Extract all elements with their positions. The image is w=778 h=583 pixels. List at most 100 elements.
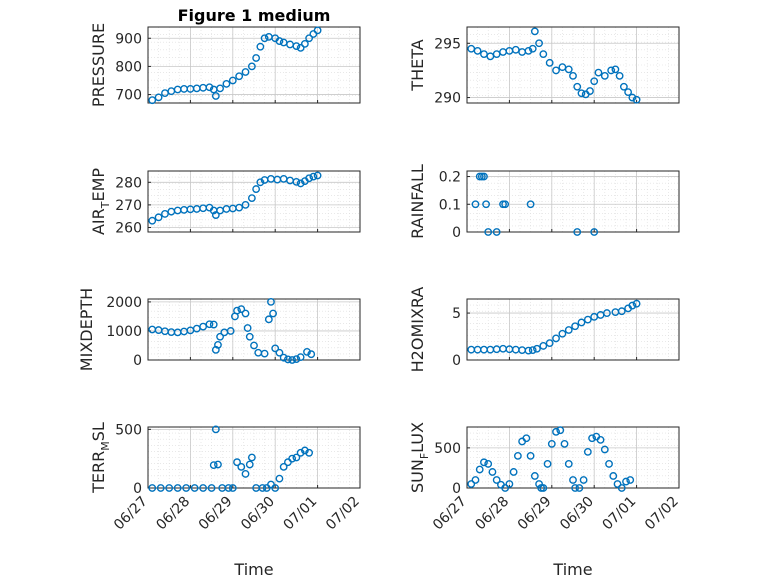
data-point — [590, 228, 599, 236]
data-point — [492, 476, 501, 484]
data-point — [267, 298, 275, 306]
data-point — [473, 46, 482, 55]
data-point — [305, 174, 314, 183]
data-point — [284, 355, 292, 364]
data-point — [511, 345, 520, 354]
data-point — [547, 439, 556, 448]
data-point — [241, 68, 250, 76]
data-point — [205, 83, 214, 92]
data-point — [480, 172, 488, 181]
data-point — [296, 179, 305, 188]
data-point — [182, 484, 191, 492]
data-point — [313, 171, 322, 180]
y-tick-label: 500 — [434, 441, 461, 457]
data-point — [575, 484, 584, 492]
data-point — [271, 344, 280, 353]
data-point — [467, 345, 476, 354]
data-point — [148, 216, 157, 225]
data-point — [471, 476, 480, 484]
data-point — [467, 44, 476, 53]
data-point — [241, 200, 250, 209]
data-point — [279, 353, 288, 362]
data-point — [292, 355, 301, 364]
data-point — [296, 43, 305, 52]
subplot-rainfall: 0 0.1 0.2 RAINFALL — [408, 164, 680, 241]
axes-box — [466, 170, 680, 233]
data-point — [156, 484, 165, 492]
data-point — [279, 175, 288, 183]
y-tick-label: 500 — [115, 422, 142, 438]
data-point — [535, 480, 543, 488]
data-point — [214, 460, 222, 469]
y-tick-label: 0 — [452, 481, 461, 497]
data-point — [499, 344, 507, 353]
data-point — [260, 34, 269, 43]
data-point — [539, 50, 548, 59]
data-point — [622, 477, 630, 486]
data-point — [233, 458, 241, 467]
data-point — [524, 46, 533, 55]
data-point — [617, 307, 626, 316]
data-point — [558, 329, 567, 338]
subplot-pressure: 700 800 900 Figure 1 medium PRESSURE — [89, 6, 361, 107]
data-point — [571, 322, 580, 331]
y-tick-label: 290 — [434, 91, 461, 107]
data-point — [600, 71, 609, 80]
y-tick-label: 0 — [452, 225, 461, 241]
data-point — [247, 62, 256, 71]
y-axis-label: TERRMSL — [89, 422, 112, 494]
data-point — [154, 93, 163, 102]
x-tick-label: 06/30 — [557, 494, 597, 534]
data-point — [252, 185, 261, 193]
data-point — [154, 213, 163, 222]
x-axis-label: Time — [552, 560, 592, 579]
data-point — [501, 484, 510, 492]
data-point — [583, 447, 592, 456]
data-point — [216, 332, 224, 341]
data-point — [480, 345, 488, 354]
axes-box — [147, 426, 361, 489]
x-tick-label: 06/27 — [430, 494, 470, 534]
y-tick-label: 0.2 — [439, 170, 461, 186]
data-point — [486, 52, 495, 61]
data-point — [286, 176, 294, 185]
data-point — [571, 484, 580, 492]
data-point — [513, 451, 522, 460]
subplot-mixdepth: 0 1000 2000 MIXDEPTH — [77, 288, 361, 371]
y-axis-label: THETA — [408, 39, 427, 91]
data-point — [209, 320, 218, 329]
data-point — [624, 88, 633, 97]
data-point — [579, 476, 588, 484]
x-tick-label: 06/28 — [153, 494, 193, 534]
x-tick-label: 07/01 — [600, 494, 640, 534]
y-tick-label: 295 — [434, 36, 461, 52]
data-point — [480, 50, 488, 59]
data-point — [161, 210, 169, 218]
data-point — [237, 305, 246, 314]
data-point — [300, 446, 309, 455]
data-point — [256, 178, 265, 187]
data-point — [492, 228, 501, 236]
data-point — [180, 85, 188, 93]
x-axis-label: Time — [233, 560, 273, 579]
data-point — [526, 200, 535, 209]
data-point — [309, 172, 318, 181]
data-point — [228, 484, 237, 492]
data-point — [211, 92, 220, 100]
data-point — [216, 84, 224, 93]
data-point — [603, 309, 611, 317]
data-point — [501, 200, 510, 209]
data-point — [471, 200, 480, 209]
data-point — [192, 205, 201, 213]
data-point — [284, 458, 292, 467]
data-point — [484, 228, 493, 236]
data-point — [247, 453, 256, 462]
data-point — [586, 87, 594, 95]
data-point — [211, 211, 220, 219]
data-point — [564, 460, 573, 468]
data-point — [526, 451, 535, 460]
subplot-h2omixra: 0 5 H2OMIXRA — [408, 287, 680, 372]
